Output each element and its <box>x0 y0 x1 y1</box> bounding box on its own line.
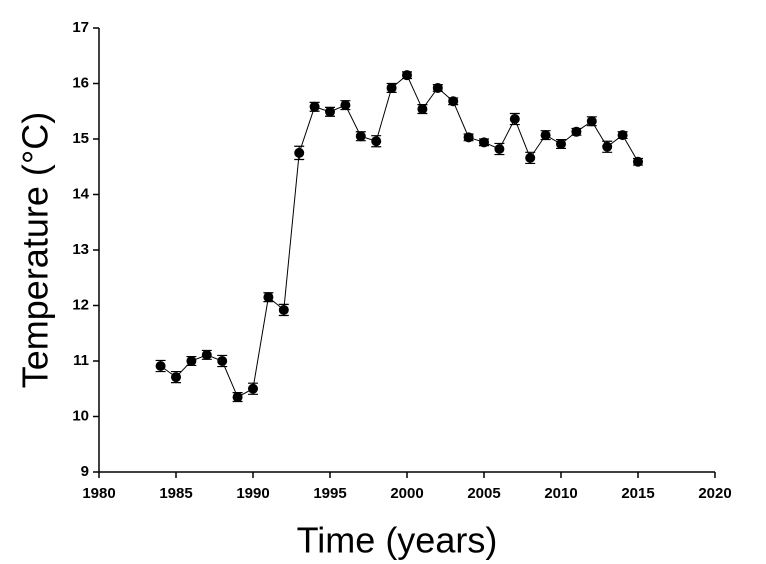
data-point <box>617 130 628 141</box>
data-point <box>509 114 520 125</box>
data-point <box>571 126 582 137</box>
x-tick-label: 1980 <box>82 485 115 502</box>
y-tick-label: 15 <box>72 130 89 147</box>
data-point <box>602 141 613 152</box>
data-point <box>355 131 366 142</box>
x-axis-title: Time (years) <box>297 520 498 561</box>
y-tick-label: 17 <box>72 19 89 36</box>
y-tick-label: 10 <box>72 407 89 424</box>
y-axis-title: Temperature (°C) <box>15 112 56 388</box>
data-point <box>217 356 228 366</box>
data-point <box>371 136 382 147</box>
x-tick-label: 2000 <box>390 485 423 502</box>
x-tick-label: 1985 <box>159 485 192 502</box>
data-point <box>232 392 243 403</box>
data-point <box>463 132 474 143</box>
data-point <box>417 104 428 115</box>
x-tick-label: 1990 <box>236 485 269 502</box>
y-tick-label: 16 <box>72 74 89 91</box>
data-point <box>325 106 335 117</box>
x-tick-label: 1995 <box>313 485 346 502</box>
data-point <box>386 82 397 93</box>
data-point <box>171 372 181 383</box>
data-point <box>494 143 505 154</box>
data-point <box>432 82 443 93</box>
x-tick-label: 2005 <box>467 485 500 502</box>
data-point <box>201 349 212 360</box>
data-point <box>278 304 289 315</box>
data-point <box>402 70 412 81</box>
data-point <box>540 130 551 141</box>
data-point <box>340 100 351 111</box>
x-tick-label: 2020 <box>698 485 731 502</box>
data-point <box>155 360 166 371</box>
data-point <box>586 116 597 127</box>
y-tick-label: 11 <box>73 352 89 369</box>
y-tick-label: 14 <box>72 185 89 202</box>
data-point <box>186 356 197 366</box>
y-tick-label: 9 <box>81 463 89 480</box>
y-tick-label: 12 <box>72 296 89 313</box>
data-point <box>263 292 274 303</box>
data-point <box>248 383 258 394</box>
data-point <box>309 101 320 112</box>
x-tick-label: 2010 <box>544 485 577 502</box>
data-point <box>633 156 643 167</box>
y-tick-label: 13 <box>72 241 89 258</box>
series-line <box>160 74 639 398</box>
data-point <box>556 138 566 149</box>
data-point <box>479 137 489 148</box>
data-point <box>525 152 536 163</box>
data-point <box>448 96 459 107</box>
data-point <box>294 147 305 158</box>
x-tick-label: 2015 <box>621 485 654 502</box>
